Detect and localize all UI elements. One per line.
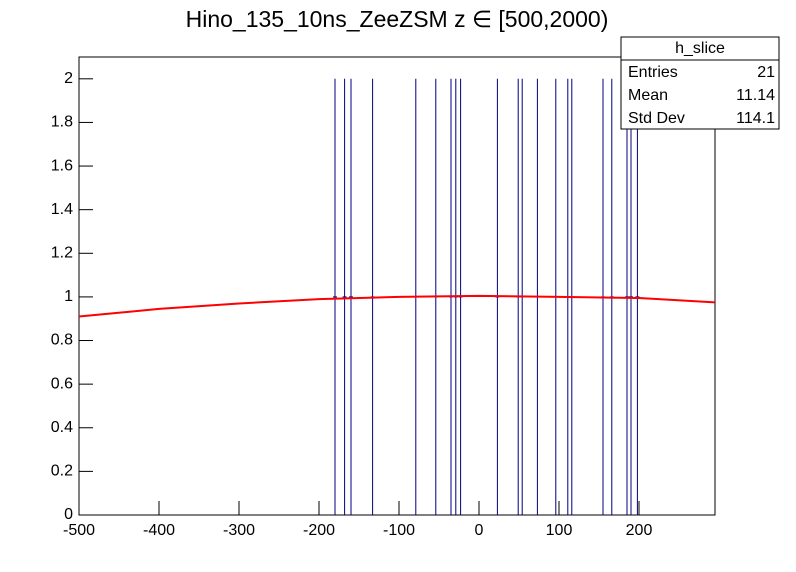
y-tick-label: 1.6: [51, 157, 73, 174]
x-tick-label: -500: [63, 522, 95, 539]
y-tick-label: 1.2: [51, 245, 73, 262]
stats-label: Mean: [628, 87, 668, 104]
x-tick-label: 100: [546, 522, 573, 539]
frame: [78, 56, 716, 516]
chart-title: Hino_135_10ns_ZeeZSM z ∈ [500,2000): [186, 6, 609, 32]
x-tick-label: -200: [303, 522, 335, 539]
y-tick-label: 1.4: [51, 201, 73, 218]
fit-curve: [78, 294, 716, 318]
stats-title: h_slice: [675, 40, 725, 57]
y-tick-label: 2: [64, 70, 73, 87]
stats-value: 11.14: [736, 87, 775, 104]
x-tick-label: -100: [383, 522, 415, 539]
stats-frame: [620, 36, 780, 130]
stats-value: 21: [757, 64, 775, 81]
x-tick-label: 200: [626, 522, 653, 539]
y-tick-label: 0.2: [51, 463, 73, 480]
stats-box: h_slice Entries 21 Mean 11.14 Std Dev 11…: [620, 36, 780, 130]
x-tick-label: 0: [475, 522, 484, 539]
stats-label: Entries: [628, 64, 678, 81]
y-tick-label: 0.8: [51, 332, 73, 349]
y-tick-label: 0: [64, 506, 73, 523]
y-tick-label: 1: [64, 288, 73, 305]
y-tick-label: 0.4: [51, 419, 73, 436]
x-tick-label: -400: [143, 522, 175, 539]
stats-value: 114.1: [736, 110, 775, 127]
x-tick-label: -300: [223, 522, 255, 539]
y-tick-label: 1.8: [51, 114, 73, 131]
stats-label: Std Dev: [628, 110, 685, 127]
y-tick-label: 0.6: [51, 375, 73, 392]
